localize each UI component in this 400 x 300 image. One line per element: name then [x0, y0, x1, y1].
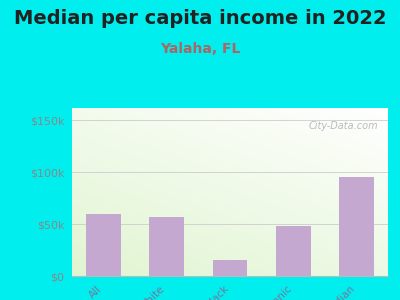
Text: Median per capita income in 2022: Median per capita income in 2022: [14, 9, 386, 28]
Bar: [339, 178, 374, 276]
Bar: [213, 260, 247, 276]
Text: City-Data.com: City-Data.com: [309, 122, 378, 131]
Bar: [150, 217, 184, 276]
Text: Yalaha, FL: Yalaha, FL: [160, 42, 240, 56]
Bar: [276, 226, 310, 276]
Bar: [86, 214, 121, 276]
